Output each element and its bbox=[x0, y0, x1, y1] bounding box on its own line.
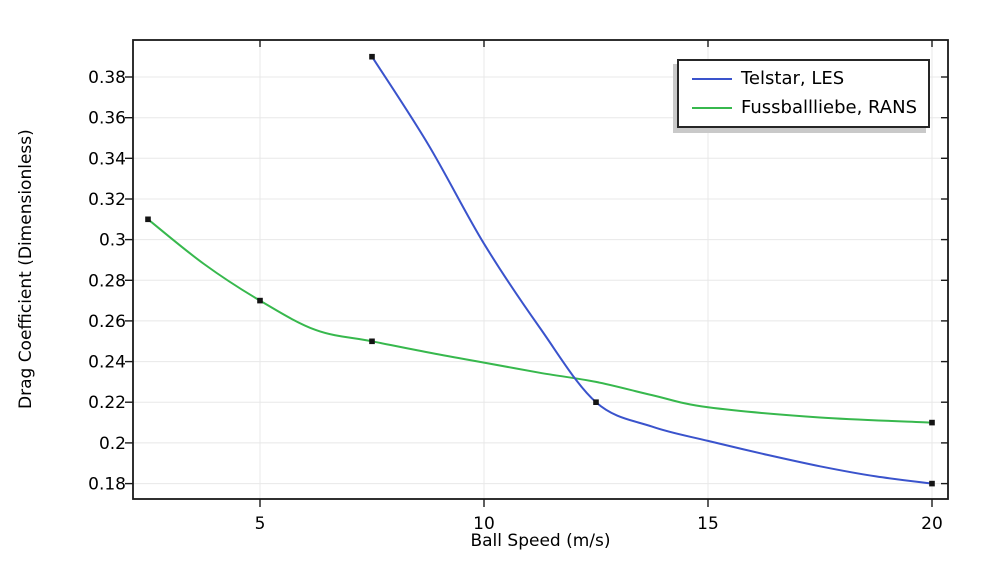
x-tick-label: 20 bbox=[921, 514, 943, 534]
data-point-marker bbox=[929, 480, 935, 487]
y-tick-label: 0.26 bbox=[88, 312, 126, 332]
y-tick-label: 0.28 bbox=[88, 271, 126, 291]
x-tick-label: 5 bbox=[255, 514, 266, 534]
y-tick-label: 0.2 bbox=[99, 434, 126, 454]
series-curve-telstar-les bbox=[371, 55, 933, 485]
legend-item-fussballliebe-rans: Fussballliebe, RANS bbox=[692, 96, 928, 118]
x-tick-label: 10 bbox=[473, 514, 495, 534]
y-tick-label: 0.38 bbox=[88, 68, 126, 88]
y-tick-label: 0.32 bbox=[88, 190, 126, 210]
legend-line-sample-green bbox=[692, 106, 732, 109]
legend-label: Fussballliebe, RANS bbox=[741, 96, 917, 118]
y-tick-label: 0.22 bbox=[88, 393, 126, 413]
legend: Telstar, LES Fussballliebe, RANS bbox=[677, 59, 930, 128]
data-point-marker bbox=[369, 338, 375, 345]
x-tick-label: 15 bbox=[697, 514, 719, 534]
y-tick-label: 0.34 bbox=[88, 149, 126, 169]
x-axis-title: Ball Speed (m/s) bbox=[470, 531, 611, 551]
data-point-marker bbox=[929, 419, 935, 426]
data-point-marker bbox=[145, 216, 151, 223]
legend-item-telstar-les: Telstar, LES bbox=[692, 69, 928, 89]
y-tick-label: 0.18 bbox=[88, 475, 126, 495]
y-tick-label: 0.3 bbox=[99, 231, 126, 251]
legend-label: Telstar, LES bbox=[741, 68, 845, 90]
data-point-marker bbox=[369, 53, 375, 60]
y-axis-title: Drag Coefficient (Dimensionless) bbox=[16, 129, 36, 410]
plot-frame bbox=[132, 39, 949, 500]
legend-line-sample-blue bbox=[692, 78, 732, 81]
data-point-marker bbox=[593, 399, 599, 405]
y-tick-label: 0.36 bbox=[88, 109, 126, 129]
y-tick-label: 0.24 bbox=[88, 353, 126, 373]
data-point-marker bbox=[257, 297, 263, 304]
